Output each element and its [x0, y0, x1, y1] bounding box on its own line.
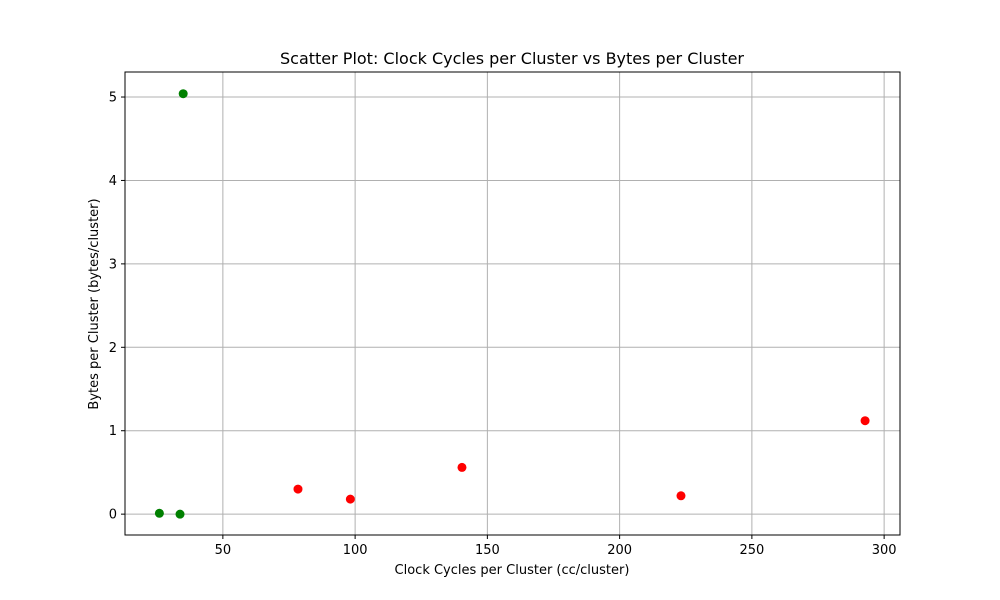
- y-tick-label: 4: [109, 174, 117, 189]
- data-point-red: [293, 484, 303, 494]
- x-tick-label: 50: [215, 543, 232, 558]
- data-point-green: [175, 509, 185, 519]
- y-axis-title: Bytes per Cluster (bytes/cluster): [87, 198, 102, 409]
- grid-layer: [125, 72, 900, 535]
- data-point-red: [345, 494, 355, 504]
- ticks-layer: 50 100 150 200 250 300 0 1 2 3 4 5: [109, 91, 897, 558]
- y-tick-label: 1: [109, 424, 117, 439]
- plot-frame: [124, 71, 901, 536]
- x-tick-label: 100: [343, 543, 368, 558]
- data-point-red: [457, 462, 467, 472]
- data-point-red: [860, 416, 870, 426]
- y-tick-label: 0: [109, 508, 117, 523]
- x-tick-label: 150: [475, 543, 500, 558]
- points-layer: [154, 89, 870, 519]
- y-tick-label: 3: [109, 257, 117, 272]
- data-point-red: [676, 491, 686, 501]
- y-tick-label: 2: [109, 341, 117, 356]
- data-point-green: [154, 508, 164, 518]
- data-point-green: [178, 89, 188, 99]
- chart-title: Scatter Plot: Clock Cycles per Cluster v…: [280, 49, 744, 68]
- x-tick-label: 300: [872, 543, 897, 558]
- x-axis-title: Clock Cycles per Cluster (cc/cluster): [395, 563, 630, 578]
- y-tick-label: 5: [109, 91, 117, 106]
- x-tick-label: 250: [739, 543, 764, 558]
- x-tick-label: 200: [607, 543, 632, 558]
